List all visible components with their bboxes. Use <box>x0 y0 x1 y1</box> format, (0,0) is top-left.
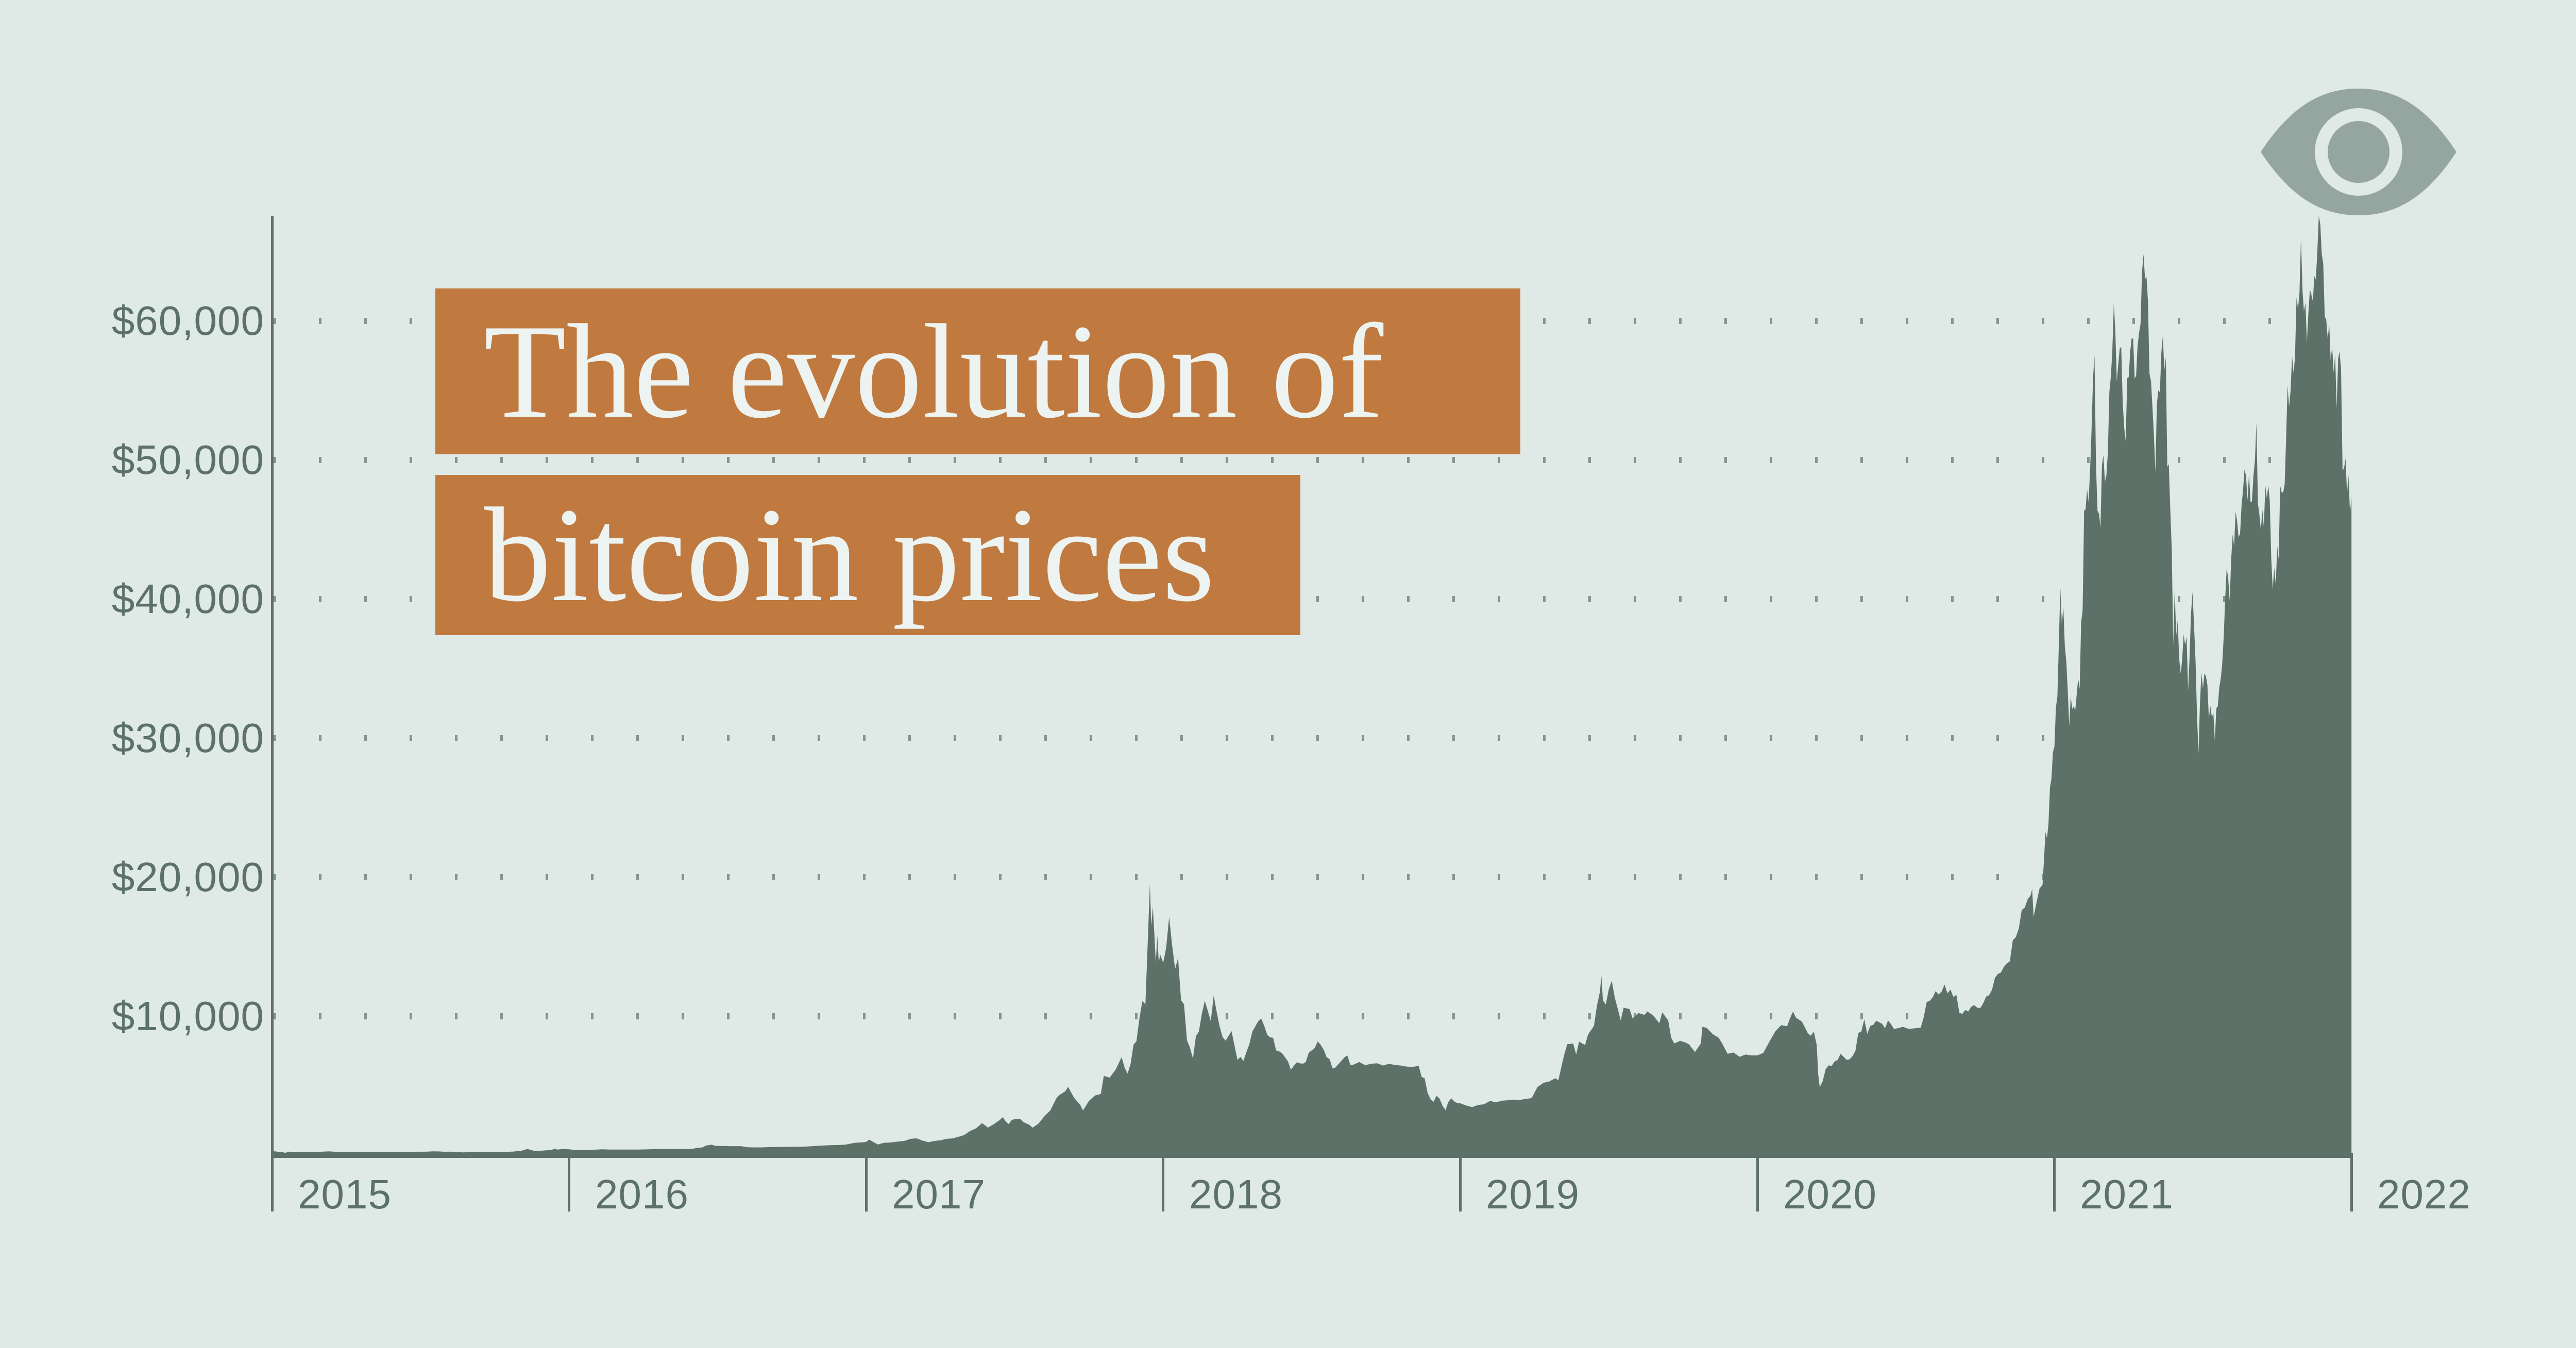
x-tick-2015 <box>271 1155 274 1212</box>
x-tick-2019 <box>1459 1158 1462 1212</box>
y-axis-label-10000: $10,000 <box>111 993 264 1039</box>
x-axis-line <box>271 1153 2353 1158</box>
x-tick-2017 <box>865 1158 868 1212</box>
x-axis-label-2015: 2015 <box>298 1171 392 1217</box>
x-axis-label-2019: 2019 <box>1486 1171 1580 1217</box>
x-axis-label-2022: 2022 <box>2377 1171 2471 1217</box>
y-axis-label-60000: $60,000 <box>111 298 264 344</box>
y-axis-label-20000: $20,000 <box>111 854 264 900</box>
chart-title-text-1: The evolution of <box>484 296 1384 446</box>
y-axis-label-40000: $40,000 <box>111 576 264 622</box>
chart-title-line1: The evolution of <box>435 288 1520 454</box>
x-axis-label-2017: 2017 <box>892 1171 986 1217</box>
eye-icon <box>2261 89 2456 215</box>
gridline-30000 <box>274 735 2351 741</box>
y-axis-line <box>271 216 274 1158</box>
x-tick-2018 <box>1162 1158 1164 1212</box>
x-tick-2022 <box>2350 1158 2353 1212</box>
x-tick-2021 <box>2053 1158 2056 1212</box>
x-tick-2016 <box>568 1158 570 1212</box>
x-axis-label-2020: 2020 <box>1783 1171 1877 1217</box>
bitcoin-price-area <box>272 215 2352 1158</box>
y-axis-label-50000: $50,000 <box>111 437 264 483</box>
x-axis-label-2018: 2018 <box>1189 1171 1283 1217</box>
x-axis-label-2021: 2021 <box>2080 1171 2174 1217</box>
x-tick-2020 <box>1756 1158 1759 1212</box>
chart-title-line2: bitcoin prices <box>435 475 1300 635</box>
y-axis-label-30000: $30,000 <box>111 715 264 761</box>
gridline-20000 <box>274 874 2351 880</box>
gridline-50000 <box>274 457 2351 463</box>
eye-pupil <box>2328 121 2389 183</box>
x-axis-label-2016: 2016 <box>595 1171 689 1217</box>
gridline-10000 <box>274 1013 2351 1019</box>
chart-title-text-2: bitcoin prices <box>484 480 1215 629</box>
